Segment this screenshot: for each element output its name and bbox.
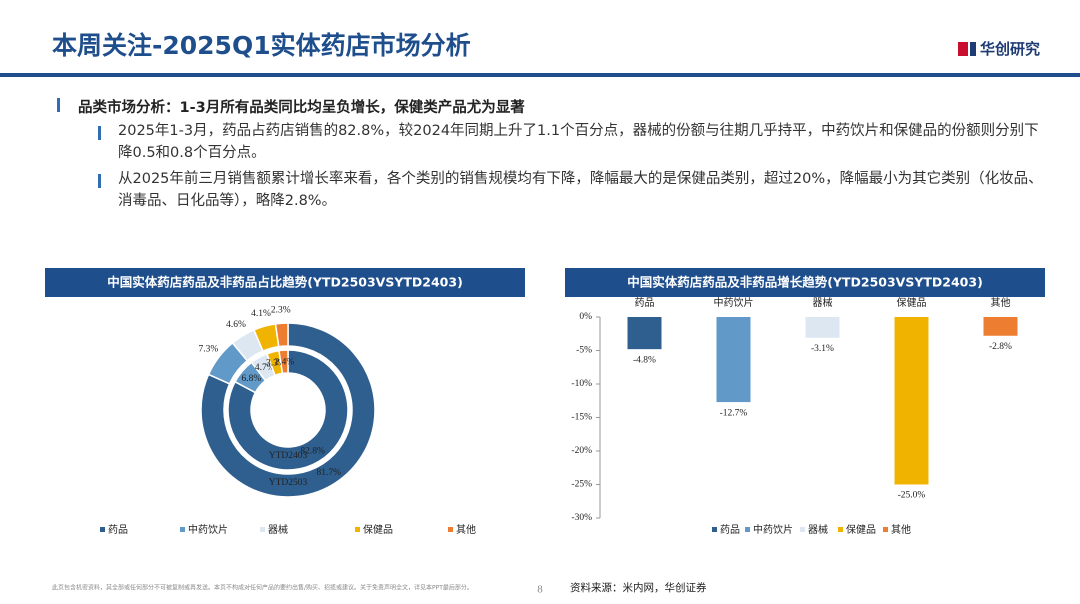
chart-title: 中国实体药店药品及非药品占比趋势(YTD2503VSYTD2403) bbox=[107, 275, 463, 290]
legend-label: 中药饮片 bbox=[188, 523, 228, 536]
logo-icon bbox=[969, 42, 976, 56]
legend-label: 器械 bbox=[268, 523, 288, 536]
bar bbox=[805, 317, 840, 338]
logo: 华创研究 bbox=[957, 38, 1040, 59]
chart-title: 中国实体药店药品及非药品增长趋势(YTD2503VSYTD2403) bbox=[627, 275, 983, 290]
data-label: 7.3% bbox=[199, 345, 219, 355]
bullet-marker bbox=[98, 126, 101, 140]
x-tick-label: 中药饮片 bbox=[714, 296, 754, 309]
divider bbox=[0, 73, 1080, 77]
legend-swatch bbox=[883, 527, 888, 532]
legend-label: 中药饮片 bbox=[753, 523, 793, 536]
data-label: -25.0% bbox=[898, 491, 926, 501]
legend-swatch bbox=[838, 527, 843, 532]
bullet-marker bbox=[57, 98, 60, 112]
data-label: 81.7% bbox=[317, 468, 342, 478]
y-tick-label: -20% bbox=[571, 446, 592, 456]
legend-swatch bbox=[100, 527, 105, 532]
logo-text: 华创研究 bbox=[979, 40, 1040, 58]
bar bbox=[716, 317, 751, 403]
bullet-marker bbox=[98, 174, 101, 188]
data-label: -12.7% bbox=[720, 408, 748, 418]
data-label: 82.8% bbox=[300, 446, 325, 456]
data-label: 2.3% bbox=[271, 305, 291, 315]
donut-slice bbox=[200, 322, 376, 498]
legend-swatch bbox=[448, 527, 453, 532]
bar bbox=[627, 317, 662, 350]
data-label: -3.1% bbox=[811, 344, 834, 354]
y-tick-label: -5% bbox=[576, 346, 592, 356]
data-label: 3.3% bbox=[266, 359, 286, 369]
y-tick-label: -10% bbox=[571, 379, 592, 389]
legend-swatch bbox=[800, 527, 805, 532]
legend-swatch bbox=[355, 527, 360, 532]
data-label: 4.7% bbox=[255, 363, 275, 373]
legend-label: 药品 bbox=[108, 524, 128, 536]
bullet: 2025年1-3月，药品占药店销售的82.8%，较2024年同期上升了1.1个百… bbox=[118, 123, 1039, 161]
y-tick-label: -15% bbox=[571, 413, 592, 423]
logo-icon bbox=[957, 42, 968, 56]
page-number: 8 bbox=[537, 584, 543, 596]
bullet: 从2025年前三月销售额累计增长率来看，各个类别的销售规模均有下降，降幅最大的是… bbox=[118, 171, 1043, 209]
x-tick-label: 器械 bbox=[813, 296, 833, 309]
legend-label: 药品 bbox=[720, 524, 740, 536]
donut-slice bbox=[227, 349, 349, 471]
data-label: 4.6% bbox=[226, 320, 246, 330]
chart-header bbox=[45, 268, 525, 297]
legend-swatch bbox=[260, 527, 265, 532]
legend-label: 保健品 bbox=[846, 523, 876, 536]
data-label: -4.8% bbox=[633, 355, 656, 365]
x-tick-label: 其他 bbox=[991, 296, 1011, 309]
data-label: 4.1% bbox=[251, 309, 271, 319]
legend-label: 其他 bbox=[456, 523, 476, 536]
legend-swatch bbox=[712, 527, 717, 532]
data-label: 6.8% bbox=[242, 374, 262, 384]
bar bbox=[983, 317, 1018, 336]
section-heading: 品类市场分析：1-3月所有品类同比均呈负增长，保健类产品尤为显著 bbox=[78, 100, 525, 116]
ring-label: YTD2403 bbox=[269, 451, 308, 461]
donut-slice bbox=[274, 322, 289, 348]
legend-label: 其他 bbox=[891, 523, 911, 536]
chart-header bbox=[565, 268, 1045, 297]
data-label: 2.4% bbox=[274, 357, 294, 367]
legend-label: 器械 bbox=[808, 523, 828, 536]
legend-label: 保健品 bbox=[363, 523, 393, 536]
donut-slice bbox=[278, 349, 289, 375]
y-tick-label: -25% bbox=[571, 480, 592, 490]
ring-label: YTD2503 bbox=[269, 478, 308, 488]
x-tick-label: 药品 bbox=[635, 297, 655, 309]
legend-swatch bbox=[180, 527, 185, 532]
disclaimer: 此页包含机密资料，其全部或任何部分不可被复制或再发送。本页不构成对任何产品的要约… bbox=[52, 584, 473, 592]
y-tick-label: 0% bbox=[579, 312, 592, 322]
source: 资料来源：米内网，华创证券 bbox=[570, 581, 707, 594]
y-tick-label: -30% bbox=[571, 513, 592, 523]
bar bbox=[894, 317, 929, 485]
slide-title: 本周关注-2025Q1实体药店市场分析 bbox=[52, 31, 471, 60]
x-tick-label: 保健品 bbox=[897, 296, 927, 309]
legend-swatch bbox=[745, 527, 750, 532]
data-label: -2.8% bbox=[989, 342, 1012, 352]
